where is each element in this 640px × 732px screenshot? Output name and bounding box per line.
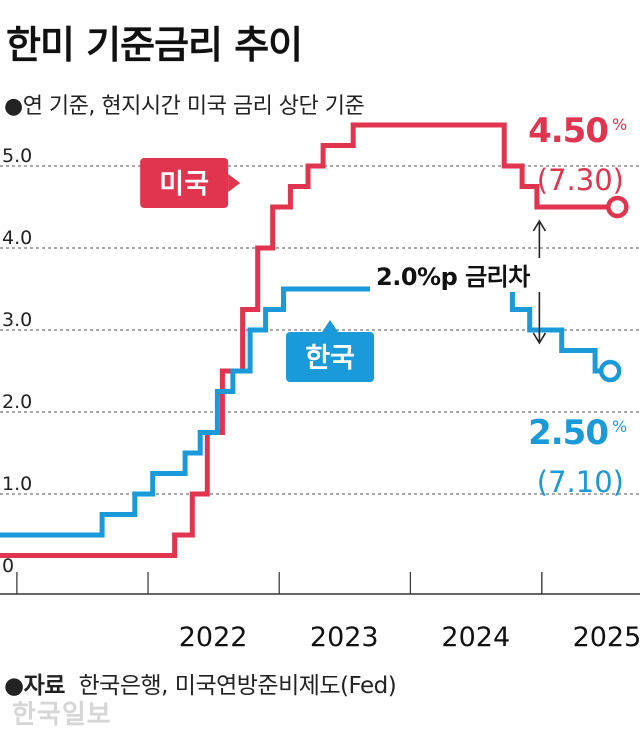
gap-label-bg — [370, 258, 554, 292]
x-tick-labels: 2022 2023 2024 2025 — [16, 572, 640, 653]
gap-arrow-head-bottom — [532, 332, 547, 345]
tag-box — [140, 158, 229, 208]
series-lines — [0, 122, 629, 558]
gap-arrow-head-top — [532, 219, 547, 232]
series-name-tag: 한국 — [286, 320, 375, 382]
y-tick-label: 1.0 — [2, 473, 32, 495]
chart-subtitle: ●연 기준, 현지시간 미국 금리 상단 기준 — [4, 94, 365, 119]
source-text: 한국은행, 미국연방준비제도(Fed) — [78, 673, 397, 699]
end-date-label: (7.30) — [537, 163, 624, 197]
y-tick-label: 5.0 — [2, 145, 32, 167]
series-end-marker — [598, 359, 622, 383]
page-title: 한미 기준금리 추이 — [6, 23, 303, 67]
y-tick-label: 2.0 — [2, 391, 32, 413]
y-tick-label: 3.0 — [2, 309, 32, 331]
series-name-tag: 미국 — [140, 158, 241, 208]
end-value-label: 4.50 — [528, 111, 608, 151]
x-tick-label: 2024 — [441, 622, 510, 653]
series-end-marker — [606, 195, 629, 219]
tag-box — [286, 332, 375, 382]
end-value-unit: % — [612, 115, 627, 134]
x-tick-label: 2025 — [573, 622, 640, 653]
watermark: 한국일보 — [12, 700, 112, 730]
tag-pointer — [228, 174, 241, 192]
end-value-label: 2.50 — [528, 413, 608, 453]
tag-pointer — [322, 320, 339, 332]
annotations: 미국 4.50 % (7.30) 한국 2.50 % (7.10) 2.0%p 금리차 — [140, 111, 627, 499]
x-tick-label: 2022 — [179, 622, 248, 653]
y-tick-labels: 0 1.0 2.0 3.0 4.0 5.0 — [2, 145, 32, 577]
y-tick-label: 4.0 — [2, 227, 32, 249]
source-note: ●자료 한국은행, 미국연방준비제도(Fed) — [4, 666, 397, 700]
end-date-label: (7.10) — [537, 465, 624, 499]
series-name: 미국 — [159, 169, 209, 200]
end-value-unit: % — [612, 417, 627, 436]
x-tick-label: 2023 — [310, 622, 379, 653]
series-line-0 — [0, 122, 618, 558]
series-line-1 — [0, 286, 611, 538]
source-label: ●자료 — [4, 673, 65, 699]
y-tick-label: 0 — [2, 555, 14, 577]
series-name: 한국 — [305, 343, 355, 374]
gap-label: 2.0%p 금리차 — [376, 263, 530, 291]
